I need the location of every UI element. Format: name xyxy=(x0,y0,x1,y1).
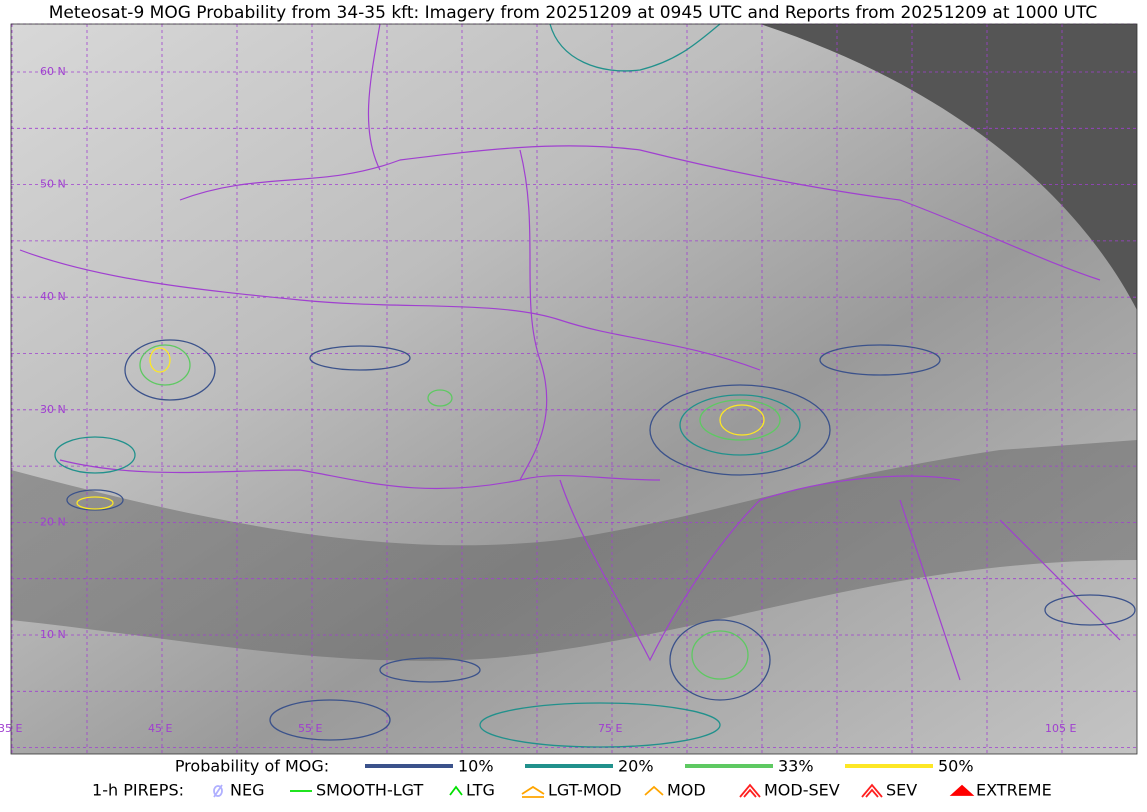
lat-label: 40 N xyxy=(40,290,66,303)
pirep-icon xyxy=(521,785,545,798)
lat-label: 10 N xyxy=(40,628,66,641)
legend-entry: SEV xyxy=(886,781,917,800)
legend-entry: LGT-MOD xyxy=(548,781,622,800)
map: 60 N 50 N 40 N 30 N 20 N 10 N 35 E 45 E 55 E 75 E… xyxy=(0,23,1138,755)
legend-label: 1-h PIREPS: xyxy=(92,781,184,800)
lat-label: 50 N xyxy=(40,178,66,191)
pirep-icon xyxy=(449,785,463,796)
legend-entry: 50% xyxy=(938,757,974,776)
lon-label: 75 E xyxy=(598,722,622,735)
legend-entry: 10% xyxy=(458,757,494,776)
legend: Probability of MOG: 10% 20% 33% 50% 1-h PIREP… xyxy=(92,757,1052,800)
borders xyxy=(19,23,1121,681)
lat-label: 20 N xyxy=(40,515,66,528)
lon-label: 35 E xyxy=(0,722,22,735)
legend-entry: MOD-SEV xyxy=(764,781,840,800)
legend-label: Probability of MOG: xyxy=(175,757,329,776)
graticule xyxy=(11,23,1137,754)
lon-label: 45 E xyxy=(148,722,172,735)
pirep-icon xyxy=(949,784,975,796)
map-title: Meteosat-9 MOG Probability from 34-35 kf… xyxy=(49,3,1098,23)
legend-entry: EXTREME xyxy=(976,781,1052,800)
pirep-icon xyxy=(213,784,223,798)
legend-entry: LTG xyxy=(466,781,495,800)
legend-entry: 20% xyxy=(618,757,654,776)
legend-entry: SMOOTH-LGT xyxy=(316,781,423,800)
map-frame xyxy=(10,23,1138,755)
pirep-icon xyxy=(644,785,664,796)
lat-label: 60 N xyxy=(40,65,66,78)
pirep-icon xyxy=(861,783,883,798)
lon-label: 105 E xyxy=(1045,722,1076,735)
legend-entry: NEG xyxy=(230,781,264,800)
lon-label: 55 E xyxy=(298,722,322,735)
off-disk xyxy=(760,24,1137,310)
lat-label: 30 N xyxy=(40,403,66,416)
legend-entry: MOD xyxy=(667,781,706,800)
pirep-icon xyxy=(739,783,761,798)
legend-entry: 33% xyxy=(778,757,814,776)
contours xyxy=(54,23,1136,748)
dry-band xyxy=(11,440,1137,661)
